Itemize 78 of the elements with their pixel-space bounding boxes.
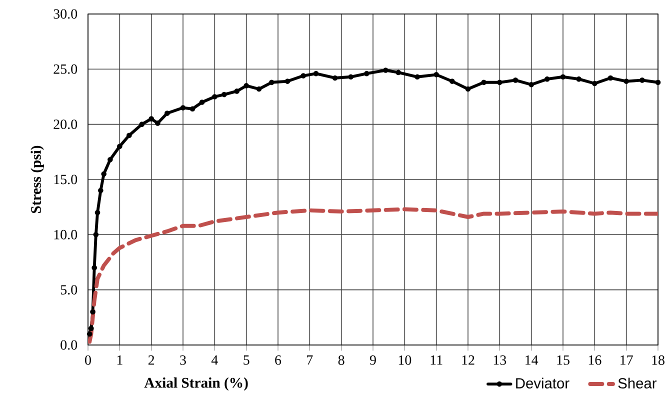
- point: [465, 86, 471, 92]
- point: [88, 326, 94, 332]
- y-tick-label: 25.0: [54, 64, 78, 74]
- x-tick-label: 9: [370, 355, 376, 365]
- x-tick-label: 2: [148, 355, 154, 365]
- point: [164, 110, 170, 116]
- point: [383, 68, 388, 73]
- y-tick-label: 10.0: [54, 230, 78, 240]
- point: [496, 80, 502, 86]
- x-tick-label: 1: [117, 355, 122, 365]
- point: [396, 70, 402, 76]
- x-tick-label: 0: [85, 355, 91, 365]
- legend-label: Shear: [618, 378, 657, 389]
- point: [199, 100, 205, 105]
- point: [117, 144, 122, 150]
- x-tick-label: 8: [338, 355, 344, 365]
- y-tick-label: 0.0: [60, 340, 78, 350]
- y-tick-label: 15.0: [54, 174, 78, 184]
- point: [655, 80, 661, 86]
- point: [544, 76, 550, 82]
- point: [449, 78, 455, 84]
- point: [86, 331, 92, 337]
- x-tick-label: 6: [275, 355, 282, 365]
- x-tick-label: 15: [557, 355, 570, 365]
- x-tick-label: 4: [211, 355, 218, 365]
- point: [528, 82, 534, 88]
- y-axis-title: Stress (psi): [30, 146, 44, 214]
- y-tick-label: 5.0: [60, 285, 78, 295]
- point: [608, 75, 614, 81]
- point: [434, 72, 440, 78]
- x-tick-label: 18: [652, 355, 664, 365]
- point: [90, 309, 96, 315]
- x-tick-label: 3: [180, 355, 186, 365]
- point: [222, 92, 227, 98]
- point: [139, 122, 145, 127]
- point: [332, 75, 338, 81]
- point: [108, 156, 113, 162]
- point: [481, 80, 487, 86]
- point: [155, 120, 160, 126]
- x-tick-label: 10: [398, 355, 412, 365]
- point: [101, 171, 107, 177]
- point: [414, 74, 420, 80]
- x-tick-label: 11: [430, 355, 442, 365]
- point: [92, 265, 98, 270]
- x-tick-label: 12: [462, 355, 474, 365]
- x-tick-label: 17: [620, 355, 633, 365]
- point: [256, 86, 262, 92]
- y-tick-label: 20.0: [54, 120, 78, 130]
- legend-label: Deviator: [516, 378, 570, 389]
- point: [364, 70, 370, 76]
- point: [512, 78, 518, 83]
- point: [212, 94, 218, 100]
- point: [148, 116, 154, 122]
- point: [576, 76, 582, 82]
- y-tick-label: 30.0: [54, 9, 78, 19]
- point: [284, 78, 290, 84]
- point: [94, 210, 100, 216]
- point: [93, 232, 99, 238]
- point: [126, 132, 132, 138]
- x-tick-label: 14: [526, 355, 538, 365]
- point: [180, 105, 186, 110]
- x-tick-label: 16: [588, 355, 602, 365]
- x-tick-label: 13: [494, 355, 506, 365]
- point: [234, 88, 240, 94]
- point: [244, 83, 250, 88]
- point: [560, 74, 566, 80]
- point: [592, 80, 598, 86]
- x-axis-title: Axial Strain (%): [144, 377, 248, 391]
- x-tick-label: 7: [307, 355, 313, 365]
- x-tick-label: 5: [244, 355, 250, 365]
- point: [269, 80, 274, 86]
- point: [313, 70, 319, 76]
- point: [624, 78, 629, 84]
- point: [639, 78, 645, 83]
- point: [348, 74, 354, 80]
- point: [98, 188, 104, 194]
- point: [190, 106, 196, 112]
- point: [300, 73, 306, 78]
